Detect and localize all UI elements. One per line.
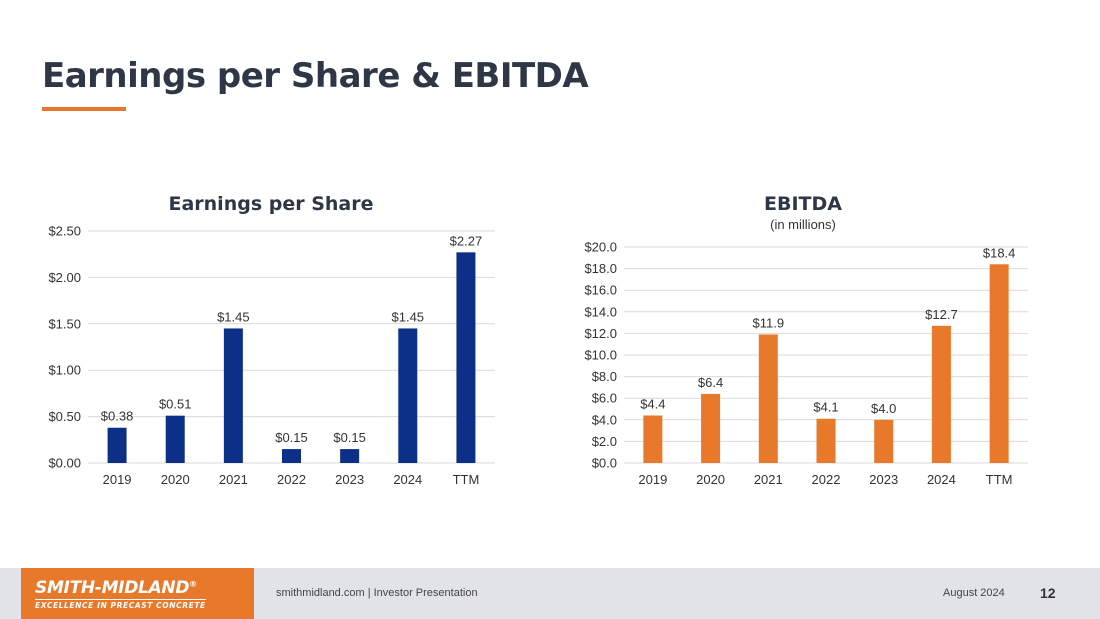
eps-y-tick-label: $1.50 <box>48 316 81 331</box>
ebitda-x-tick-label: 2023 <box>869 472 898 487</box>
eps-data-label: $0.38 <box>101 409 134 424</box>
eps-bar <box>282 449 301 463</box>
ebitda-y-tick-label: $6.0 <box>592 391 617 406</box>
eps-x-tick-label: 2023 <box>335 472 364 487</box>
ebitda-y-tick-label: $20.0 <box>584 240 617 255</box>
ebitda-x-tick-label: 2019 <box>638 472 667 487</box>
eps-data-label: $0.15 <box>333 430 366 445</box>
ebitda-bar <box>816 418 836 463</box>
ebitda-data-label: $4.1 <box>813 400 838 415</box>
eps-bar <box>456 252 476 463</box>
eps-bar <box>165 415 185 463</box>
ebitda-bar <box>931 325 951 463</box>
eps-x-tick-label: 2019 <box>103 472 132 487</box>
eps-x-tick-label: 2021 <box>219 472 248 487</box>
page-number: 12 <box>1040 585 1056 601</box>
ebitda-bar <box>989 264 1009 463</box>
eps-bar <box>107 427 127 463</box>
eps-data-label: $2.27 <box>450 233 483 248</box>
ebitda-data-label: $4.4 <box>640 396 665 411</box>
ebitda-y-tick-label: $8.0 <box>592 369 617 384</box>
ebitda-data-label: $11.9 <box>752 315 784 330</box>
ebitda-bar <box>701 393 721 463</box>
eps-chart-title: Earnings per Share <box>168 193 373 215</box>
ebitda-y-tick-label: $0.0 <box>592 456 617 471</box>
ebitda-y-tick-label: $16.0 <box>584 283 617 298</box>
ebitda-y-tick-label: $12.0 <box>584 326 617 341</box>
company-logo: SMITH-MIDLAND® EXCELLENCE IN PRECAST CON… <box>21 568 254 619</box>
eps-y-tick-label: $0.50 <box>48 409 81 424</box>
ebitda-bar <box>874 419 894 463</box>
eps-y-tick-label: $0.00 <box>48 456 81 471</box>
ebitda-y-tick-label: $4.0 <box>592 412 617 427</box>
eps-data-label: $1.45 <box>217 309 250 324</box>
ebitda-y-tick-label: $18.0 <box>584 261 617 276</box>
ebitda-y-tick-label: $2.0 <box>592 434 617 449</box>
ebitda-chart: EBITDA (in millions) $0.0 $2.0 $4.0 $6.0 $8.0 $… <box>584 193 1028 487</box>
eps-data-label: $0.15 <box>275 430 308 445</box>
eps-chart: Earnings per Share $0.00 $0.50 $1.00 $1.50 $2… <box>48 193 495 487</box>
ebitda-chart-title: EBITDA <box>764 193 842 215</box>
eps-bar <box>340 449 360 463</box>
ebitda-bar <box>643 415 663 463</box>
footer-date: August 2024 <box>943 587 1005 599</box>
logo-name: SMITH-MIDLAND <box>35 578 190 598</box>
ebitda-bar <box>758 334 778 463</box>
eps-data-label: $0.51 <box>159 397 192 412</box>
ebitda-y-tick-label: $10.0 <box>584 348 617 363</box>
eps-y-tick-label: $2.00 <box>48 270 81 285</box>
page-title: Earnings per Share & EBITDA <box>42 56 589 96</box>
ebitda-x-tick-label: 2021 <box>754 472 783 487</box>
footer: SMITH-MIDLAND® EXCELLENCE IN PRECAST CON… <box>0 568 1100 619</box>
eps-x-tick-label: 2024 <box>393 472 422 487</box>
ebitda-data-label: $4.0 <box>871 401 896 416</box>
eps-x-tick-label: 2022 <box>277 472 306 487</box>
logo-registered-mark: ® <box>189 579 197 589</box>
ebitda-y-tick-label: $14.0 <box>584 304 617 319</box>
ebitda-data-label: $18.4 <box>983 245 1016 260</box>
footer-source: smithmidland.com | Investor Presentation <box>276 587 478 599</box>
ebitda-data-label: $6.4 <box>698 375 723 390</box>
eps-x-tick-label: TTM <box>453 472 480 487</box>
eps-x-tick-label: 2020 <box>161 472 190 487</box>
ebitda-x-tick-label: 2022 <box>812 472 841 487</box>
logo-tagline: EXCELLENCE IN PRECAST CONCRETE <box>35 599 206 610</box>
ebitda-chart-subtitle: (in millions) <box>770 217 836 232</box>
eps-bar <box>398 328 418 463</box>
eps-y-tick-label: $2.50 <box>48 224 81 239</box>
eps-bar <box>223 328 243 463</box>
eps-y-tick-label: $1.00 <box>48 363 81 378</box>
ebitda-data-label: $12.7 <box>925 307 958 322</box>
ebitda-x-tick-label: 2024 <box>927 472 956 487</box>
eps-data-label: $1.45 <box>392 309 425 324</box>
title-underline <box>42 107 126 111</box>
ebitda-x-tick-label: TTM <box>986 472 1013 487</box>
ebitda-x-tick-label: 2020 <box>696 472 725 487</box>
